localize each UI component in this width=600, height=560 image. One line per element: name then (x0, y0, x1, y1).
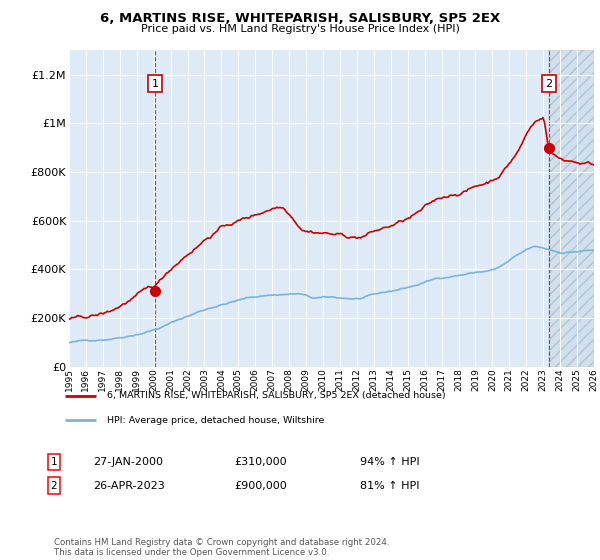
Text: Price paid vs. HM Land Registry's House Price Index (HPI): Price paid vs. HM Land Registry's House … (140, 24, 460, 34)
Text: 26-APR-2023: 26-APR-2023 (93, 480, 165, 491)
Text: 2: 2 (545, 78, 552, 88)
Text: 81% ↑ HPI: 81% ↑ HPI (360, 480, 419, 491)
Text: 2: 2 (50, 480, 58, 491)
Text: 1: 1 (151, 78, 158, 88)
Bar (548, 50, 594, 367)
Text: 1: 1 (50, 457, 58, 467)
Text: 6, MARTINS RISE, WHITEPARISH, SALISBURY, SP5 2EX (detached house): 6, MARTINS RISE, WHITEPARISH, SALISBURY,… (107, 391, 445, 400)
Text: 94% ↑ HPI: 94% ↑ HPI (360, 457, 419, 467)
Text: 27-JAN-2000: 27-JAN-2000 (93, 457, 163, 467)
Text: £900,000: £900,000 (234, 480, 287, 491)
Text: 6, MARTINS RISE, WHITEPARISH, SALISBURY, SP5 2EX: 6, MARTINS RISE, WHITEPARISH, SALISBURY,… (100, 12, 500, 25)
Text: Contains HM Land Registry data © Crown copyright and database right 2024.
This d: Contains HM Land Registry data © Crown c… (54, 538, 389, 557)
Text: HPI: Average price, detached house, Wiltshire: HPI: Average price, detached house, Wilt… (107, 416, 324, 424)
Bar (548, 50, 594, 367)
Text: £310,000: £310,000 (234, 457, 287, 467)
